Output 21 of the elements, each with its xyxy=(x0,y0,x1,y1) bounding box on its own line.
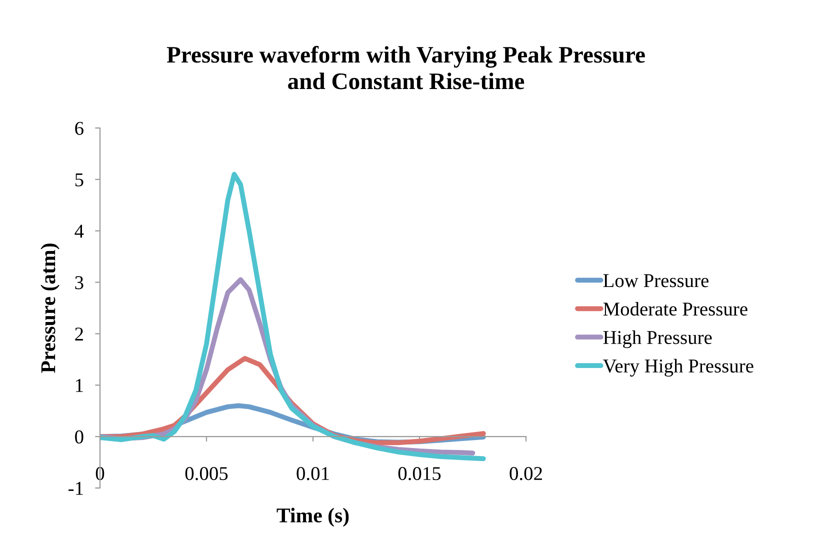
y-tick-label: 0 xyxy=(75,430,84,444)
y-tick-label: 4 xyxy=(74,224,84,238)
x-tick-label: 0.015 xyxy=(398,466,441,480)
x-tick-label: 0.01 xyxy=(296,466,329,480)
x-axis-title: Time (s) xyxy=(276,508,349,527)
y-tick-label: 2 xyxy=(75,328,83,340)
legend-label: Very High Pressure xyxy=(602,358,754,377)
y-tick-label: 6 xyxy=(75,122,84,135)
y-tick-label: 1 xyxy=(76,379,83,392)
y-tick-label: 3 xyxy=(75,276,84,290)
line-series xyxy=(100,172,486,462)
y-tick-label: -1 xyxy=(68,482,83,495)
legend-label: High Pressure xyxy=(603,330,712,348)
chart-title: Pressure waveform with Varying Peak Pressure and Constant Rise-time xyxy=(166,46,645,90)
y-tick-label: 5 xyxy=(75,173,84,186)
legend-label: Moderate Pressure xyxy=(603,302,748,316)
legend-label: Low Pressure xyxy=(603,274,708,288)
x-tick-label: 0.02 xyxy=(510,466,542,480)
x-tick-label: 0.005 xyxy=(185,466,228,480)
y-axis-title: Pressure (atm) xyxy=(40,244,60,373)
x-tick-label: 0 xyxy=(96,466,104,480)
